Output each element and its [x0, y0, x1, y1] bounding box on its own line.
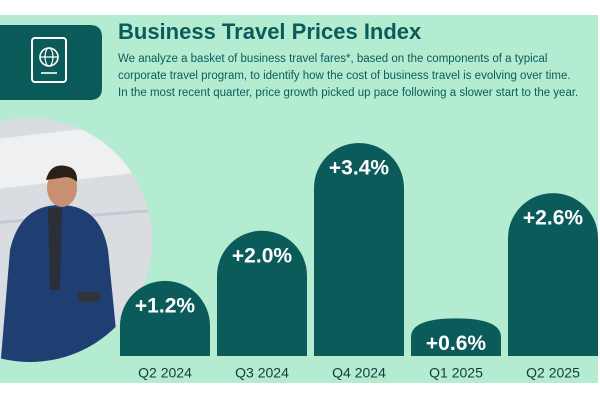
- description-line: corporate travel program, to identify ho…: [118, 70, 571, 82]
- value-label: +0.6%: [426, 332, 486, 355]
- title: Business Travel Prices Index: [118, 19, 422, 44]
- icon-badge: [0, 25, 102, 100]
- bar: [411, 318, 501, 356]
- category-label: Q2 2024: [138, 365, 192, 381]
- description-line: We analyze a basket of business travel f…: [118, 53, 547, 65]
- value-label: +2.6%: [523, 207, 583, 230]
- value-label: +1.2%: [135, 294, 195, 317]
- bar: [217, 230, 307, 356]
- bar-chart: +1.2% Q2 2024 +2.0% Q3 2024 +3.4% Q4 2024 +0.6…: [120, 143, 598, 381]
- bar: [314, 143, 404, 356]
- value-label: +3.4%: [329, 157, 389, 180]
- description-line: In the most recent quarter, price growth…: [118, 87, 578, 99]
- value-label: +2.0%: [232, 244, 292, 267]
- description: We analyze a basket of business travel f…: [118, 53, 578, 99]
- bar: [508, 193, 598, 356]
- category-label: Q1 2025: [429, 365, 483, 381]
- category-label: Q3 2024: [235, 365, 289, 381]
- category-label: Q4 2024: [332, 365, 386, 381]
- bar: [120, 280, 210, 356]
- category-label: Q2 2025: [526, 365, 580, 381]
